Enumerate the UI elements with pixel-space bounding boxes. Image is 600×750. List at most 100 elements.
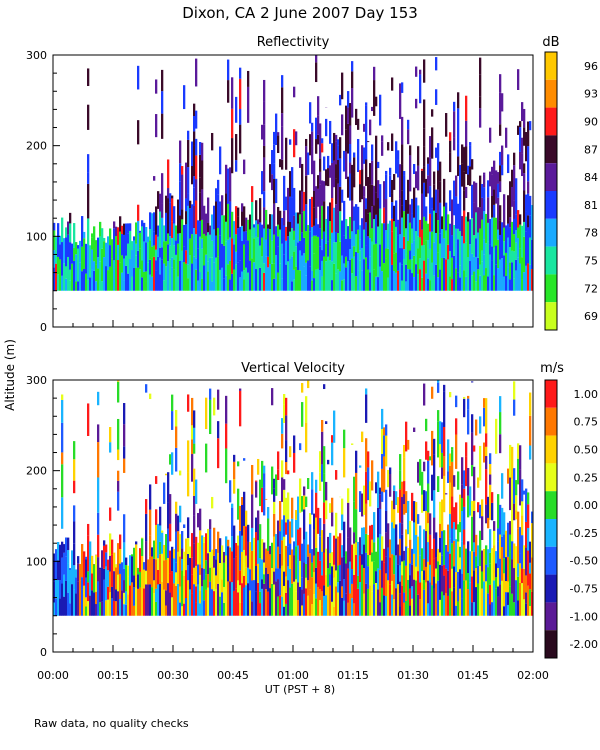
heatmap-cell <box>273 144 276 164</box>
heatmap-cell <box>471 516 474 552</box>
heatmap-cell <box>69 223 72 243</box>
heatmap-cell <box>507 556 510 582</box>
heatmap-cell <box>195 179 198 201</box>
heatmap-cell <box>217 389 220 410</box>
heatmap-cell <box>473 510 476 543</box>
heatmap-cell <box>103 241 106 258</box>
heatmap-cell <box>409 588 412 606</box>
heatmap-cell <box>457 272 460 291</box>
heatmap-cell <box>231 536 234 552</box>
heatmap-cell <box>235 588 238 616</box>
heatmap-cell <box>399 538 402 556</box>
heatmap-cell <box>167 583 170 616</box>
heatmap-cell <box>315 548 318 568</box>
heatmap-cell <box>403 504 406 515</box>
heatmap-cell <box>241 203 244 212</box>
heatmap-cell <box>123 514 126 543</box>
heatmap-cell <box>521 535 524 569</box>
heatmap-cell <box>307 595 310 616</box>
heatmap-cell <box>513 200 516 219</box>
heatmap-cell <box>217 531 220 553</box>
heatmap-cell <box>59 544 62 581</box>
heatmap-cell <box>345 151 348 179</box>
heatmap-cell <box>169 454 172 465</box>
heatmap-cell <box>473 542 476 552</box>
heatmap-cell <box>121 272 124 291</box>
heatmap-cell <box>385 248 388 259</box>
heatmap-cell <box>383 595 386 616</box>
heatmap-cell <box>321 138 324 144</box>
heatmap-cell <box>467 212 470 222</box>
heatmap-cell <box>207 232 210 262</box>
heatmap-cell <box>65 278 68 291</box>
heatmap-cell <box>463 210 466 244</box>
heatmap-cell <box>395 491 398 505</box>
heatmap-cell <box>225 164 228 194</box>
heatmap-cell <box>257 219 260 225</box>
colorbar-label: 0.75 <box>574 416 599 429</box>
heatmap-cell <box>193 228 196 257</box>
heatmap-cell <box>55 237 58 264</box>
heatmap-cell <box>175 254 178 267</box>
heatmap-cell <box>253 238 256 263</box>
heatmap-cell <box>383 223 386 253</box>
heatmap-cell <box>77 563 80 582</box>
heatmap-cell <box>283 571 286 586</box>
heatmap-cell <box>369 481 372 507</box>
heatmap-cell <box>353 220 356 247</box>
heatmap-cell <box>241 271 244 291</box>
heatmap-cell <box>509 279 512 291</box>
heatmap-cell <box>239 226 242 261</box>
heatmap-cell <box>329 221 332 240</box>
heatmap-cell <box>419 269 422 291</box>
heatmap-cell <box>53 602 56 616</box>
heatmap-cell <box>383 427 386 436</box>
heatmap-cell <box>415 231 418 265</box>
heatmap-cell <box>531 557 534 592</box>
heatmap-cell <box>139 232 142 249</box>
heatmap-cell <box>61 422 64 453</box>
heatmap-cell <box>519 127 522 152</box>
heatmap-cell <box>135 541 138 545</box>
heatmap-cell <box>265 548 268 568</box>
heatmap-cell <box>385 489 388 511</box>
heatmap-cell <box>295 579 298 592</box>
heatmap-cell <box>501 580 504 616</box>
heatmap-cell <box>413 164 416 174</box>
heatmap-cell <box>303 509 306 540</box>
colorbar-swatch <box>545 519 557 547</box>
heatmap-cell <box>255 269 258 291</box>
x-tick-label: 02:00 <box>517 669 549 682</box>
heatmap-cell <box>197 564 200 585</box>
heatmap-cell <box>287 470 290 475</box>
heatmap-cell <box>415 535 418 567</box>
heatmap-cell <box>443 475 446 513</box>
heatmap-cell <box>473 551 476 571</box>
heatmap-cell <box>315 567 318 584</box>
heatmap-cell <box>353 256 356 291</box>
heatmap-cell <box>305 146 308 176</box>
heatmap-cell <box>515 480 518 496</box>
heatmap-cell <box>457 156 460 176</box>
heatmap-cell <box>403 592 406 603</box>
heatmap-cell <box>199 574 202 591</box>
heatmap-cell <box>259 591 262 604</box>
heatmap-cell <box>73 589 76 616</box>
colorbar-label: 84 <box>584 171 598 184</box>
heatmap-cell <box>343 521 346 557</box>
heatmap-cell <box>479 264 482 276</box>
heatmap-cell <box>493 247 496 276</box>
heatmap-cell <box>499 205 502 221</box>
heatmap-cell <box>251 580 254 602</box>
heatmap-cell <box>239 390 242 427</box>
heatmap-cell <box>335 538 338 571</box>
heatmap-cell <box>355 555 358 584</box>
heatmap-cell <box>489 552 492 564</box>
heatmap-cell <box>371 561 374 592</box>
heatmap-cell <box>291 518 294 538</box>
heatmap-cell <box>415 566 418 581</box>
heatmap-cell <box>65 266 68 279</box>
heatmap-cell <box>121 225 124 234</box>
heatmap-cell <box>151 556 154 588</box>
heatmap-cell <box>81 216 84 247</box>
